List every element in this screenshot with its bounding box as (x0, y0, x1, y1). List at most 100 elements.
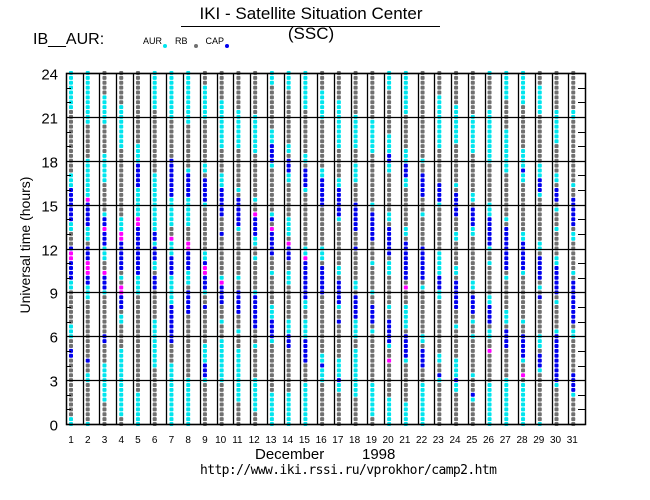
data-point-aur (169, 295, 174, 300)
data-point-cap (135, 178, 140, 183)
data-point-rb (420, 197, 425, 202)
data-point-aur (521, 319, 526, 324)
data-point-aur (69, 417, 73, 422)
data-point-aur (253, 256, 258, 261)
data-point-rb (370, 270, 375, 275)
data-point-rb (403, 129, 408, 134)
data-point-aur (119, 119, 124, 124)
data-point-cap (320, 280, 325, 285)
data-point-aur (554, 173, 559, 178)
data-point-aur (537, 192, 542, 197)
data-point-rb (85, 329, 90, 334)
data-point-cap (186, 192, 191, 197)
data-point-rb (219, 149, 224, 153)
data-point-rb (186, 373, 191, 378)
data-point-cap (537, 270, 542, 275)
data-point-cap (202, 368, 207, 373)
data-point-rb (85, 348, 90, 353)
data-point-aur (253, 124, 258, 129)
data-point-rb (186, 329, 191, 334)
data-point-rb (303, 231, 308, 236)
data-point-aur (537, 168, 542, 173)
data-point-cap (303, 353, 308, 358)
data-point-aur (186, 212, 191, 217)
data-point-cap (487, 236, 492, 241)
data-point-other (253, 212, 258, 217)
data-point-rb (353, 110, 358, 114)
data-point-rb (521, 280, 526, 285)
data-point-cap (303, 358, 308, 363)
data-point-rb (69, 339, 73, 344)
data-point-aur (437, 295, 442, 300)
data-point-rb (571, 241, 576, 246)
data-point-rb (353, 192, 358, 197)
data-point-rb (219, 387, 224, 392)
data-point-rb (470, 353, 475, 358)
data-point-aur (303, 392, 308, 397)
data-point-rb (571, 348, 576, 353)
data-point-other (69, 251, 73, 256)
data-point-rb (135, 124, 140, 129)
data-point-rb (437, 212, 442, 217)
data-point-aur (186, 392, 191, 397)
data-point-rb (219, 95, 224, 100)
data-point-aur (69, 90, 73, 95)
data-point-rb (135, 319, 140, 324)
data-point-aur (387, 139, 392, 144)
data-point-rb (253, 368, 258, 373)
data-point-aur (353, 178, 358, 183)
data-point-cap (504, 261, 509, 266)
data-point-aur (219, 319, 224, 324)
data-point-rb (102, 412, 107, 417)
data-point-rb (69, 373, 73, 378)
data-point-rb (521, 305, 526, 309)
data-point-cap (537, 358, 542, 363)
data-point-rb (353, 90, 358, 95)
data-point-rb (403, 329, 408, 334)
data-point-rb (186, 231, 191, 236)
data-point-rb (370, 163, 375, 168)
data-point-rb (320, 217, 325, 222)
data-point-aur (253, 387, 258, 392)
data-point-aur (286, 392, 291, 397)
data-point-aur (102, 153, 107, 158)
data-point-cap (420, 270, 425, 275)
data-point-aur (353, 129, 358, 134)
data-point-rb (219, 314, 224, 319)
data-point-aur (336, 100, 341, 105)
data-point-aur (303, 300, 308, 305)
data-point-rb (537, 305, 542, 309)
data-point-rb (504, 207, 509, 212)
data-point-rb (470, 275, 475, 280)
data-point-rb (504, 178, 509, 183)
data-point-cap (85, 358, 90, 363)
data-point-cap (387, 319, 392, 324)
x-tick-label: 25 (466, 435, 478, 446)
data-point-cap (269, 241, 274, 246)
data-point-cap (370, 222, 375, 227)
data-point-rb (454, 329, 459, 334)
data-point-cap (537, 256, 542, 261)
data-point-aur (303, 329, 308, 334)
data-point-rb (454, 173, 459, 178)
data-point-aur (152, 90, 157, 95)
data-point-aur (135, 212, 140, 217)
data-point-rb (85, 412, 90, 417)
data-point-rb (286, 305, 291, 309)
data-point-aur (119, 348, 124, 353)
data-point-rb (521, 119, 526, 124)
data-point-rb (69, 300, 73, 305)
data-point-cap (186, 261, 191, 266)
data-point-rb (554, 314, 559, 319)
data-point-cap (219, 192, 224, 197)
data-point-rb (521, 124, 526, 129)
data-point-cap (85, 280, 90, 285)
data-point-rb (135, 387, 140, 392)
data-point-rb (370, 339, 375, 344)
data-point-rb (303, 207, 308, 212)
data-point-cap (102, 280, 107, 285)
data-point-rb (102, 134, 107, 139)
data-point-rb (303, 217, 308, 222)
data-point-cap (320, 197, 325, 202)
data-point-other (102, 270, 107, 275)
